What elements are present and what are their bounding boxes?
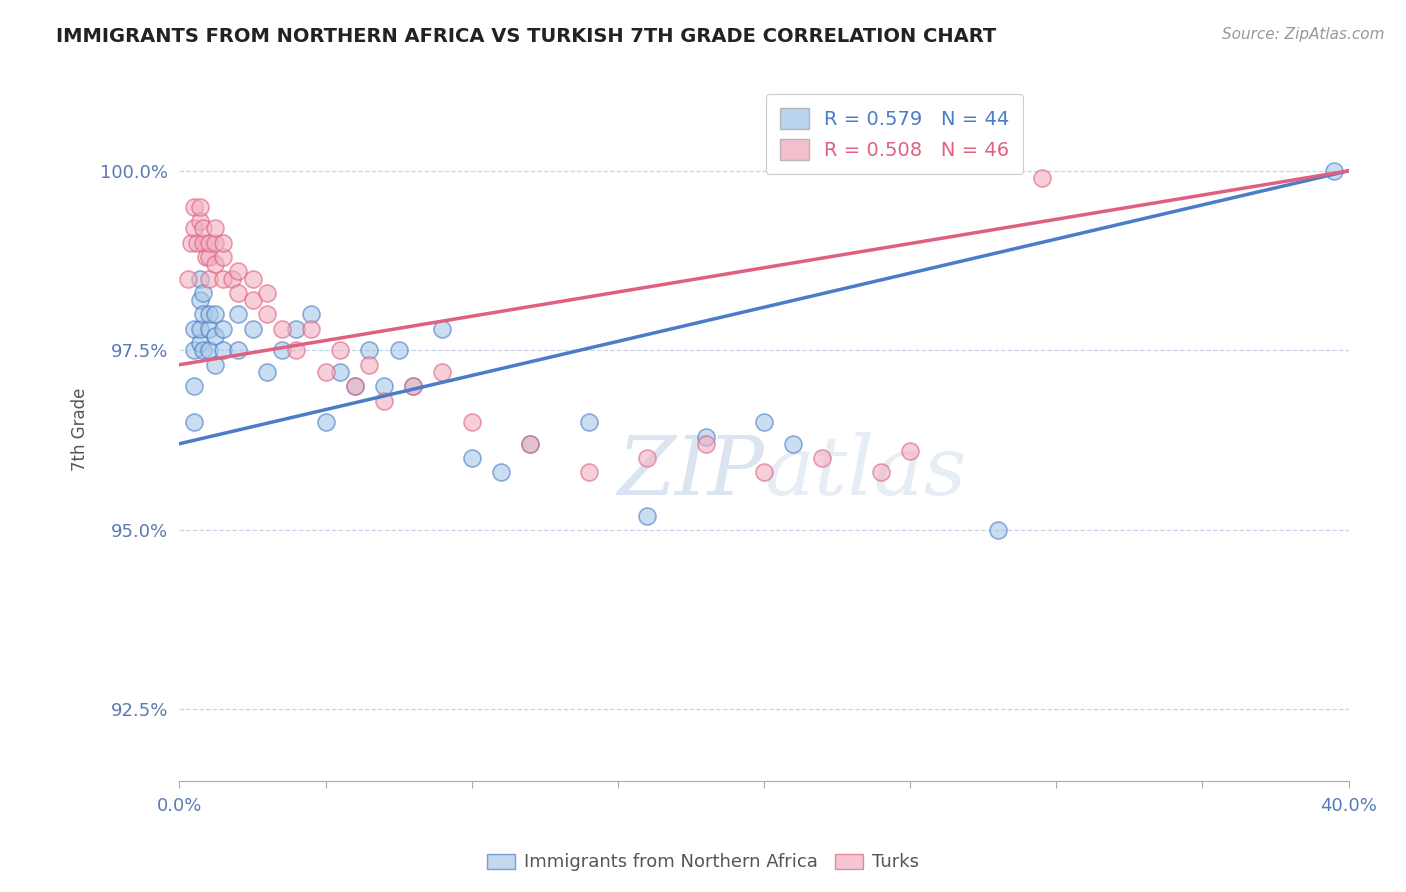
Point xyxy=(197,322,219,336)
Legend: R = 0.579   N = 44, R = 0.508   N = 46: R = 0.579 N = 44, R = 0.508 N = 46 xyxy=(766,95,1024,174)
Point xyxy=(188,200,211,214)
Point xyxy=(204,329,226,343)
Point xyxy=(1323,163,1346,178)
Point xyxy=(188,271,211,285)
Point xyxy=(752,415,775,429)
Point xyxy=(197,250,219,264)
Point xyxy=(285,343,308,358)
Text: atlas: atlas xyxy=(763,432,966,512)
Point xyxy=(270,343,292,358)
Text: IMMIGRANTS FROM NORTHERN AFRICA VS TURKISH 7TH GRADE CORRELATION CHART: IMMIGRANTS FROM NORTHERN AFRICA VS TURKI… xyxy=(56,27,997,45)
Point xyxy=(811,451,834,466)
Point xyxy=(373,393,395,408)
Point xyxy=(242,271,264,285)
Point xyxy=(752,466,775,480)
Point xyxy=(191,221,214,235)
Point xyxy=(695,429,717,443)
Point xyxy=(183,415,205,429)
Point xyxy=(226,308,249,322)
Point xyxy=(578,415,600,429)
Point xyxy=(359,343,381,358)
Point xyxy=(212,250,235,264)
Point xyxy=(373,379,395,393)
Point xyxy=(204,308,226,322)
Point xyxy=(221,271,243,285)
Point xyxy=(204,257,226,271)
Point xyxy=(180,235,202,250)
Point xyxy=(197,308,219,322)
Point xyxy=(191,235,214,250)
Point xyxy=(359,358,381,372)
Point xyxy=(188,322,211,336)
Point xyxy=(183,200,205,214)
Point xyxy=(197,235,219,250)
Point xyxy=(183,322,205,336)
Point xyxy=(177,271,200,285)
Point xyxy=(285,322,308,336)
Point xyxy=(432,322,454,336)
Point xyxy=(191,308,214,322)
Point xyxy=(329,343,352,358)
Point xyxy=(186,235,208,250)
Point xyxy=(315,365,337,379)
Point xyxy=(183,221,205,235)
Point xyxy=(226,343,249,358)
Point xyxy=(197,343,219,358)
Point xyxy=(461,415,484,429)
Point xyxy=(204,235,226,250)
Point xyxy=(388,343,411,358)
Point xyxy=(212,343,235,358)
Point xyxy=(188,336,211,351)
Point xyxy=(256,365,278,379)
Point xyxy=(191,285,214,300)
Point xyxy=(242,322,264,336)
Point xyxy=(402,379,425,393)
Point xyxy=(461,451,484,466)
Point xyxy=(636,508,658,523)
Point xyxy=(489,466,512,480)
Point xyxy=(343,379,366,393)
Point xyxy=(315,415,337,429)
Point xyxy=(329,365,352,379)
Point xyxy=(242,293,264,307)
Point xyxy=(212,235,235,250)
Point xyxy=(987,523,1010,537)
Point xyxy=(194,250,217,264)
Text: ZIP: ZIP xyxy=(617,432,763,512)
Point xyxy=(188,214,211,228)
Point xyxy=(898,444,921,458)
Point xyxy=(226,264,249,278)
Point xyxy=(402,379,425,393)
Point xyxy=(870,466,893,480)
Point xyxy=(519,436,541,450)
Point xyxy=(212,271,235,285)
Point xyxy=(256,285,278,300)
Point xyxy=(343,379,366,393)
Y-axis label: 7th Grade: 7th Grade xyxy=(72,388,89,471)
Text: Source: ZipAtlas.com: Source: ZipAtlas.com xyxy=(1222,27,1385,42)
Point xyxy=(299,308,322,322)
Point xyxy=(204,358,226,372)
Point xyxy=(782,436,804,450)
Point xyxy=(183,343,205,358)
Point xyxy=(183,379,205,393)
Point xyxy=(1031,171,1053,186)
Point xyxy=(578,466,600,480)
Point xyxy=(191,343,214,358)
Legend: Immigrants from Northern Africa, Turks: Immigrants from Northern Africa, Turks xyxy=(481,847,925,879)
Point xyxy=(226,285,249,300)
Point xyxy=(188,293,211,307)
Point xyxy=(432,365,454,379)
Point xyxy=(270,322,292,336)
Point xyxy=(204,221,226,235)
Point xyxy=(197,271,219,285)
Point xyxy=(695,436,717,450)
Point xyxy=(212,322,235,336)
Point xyxy=(299,322,322,336)
Point xyxy=(256,308,278,322)
Point xyxy=(519,436,541,450)
Point xyxy=(636,451,658,466)
